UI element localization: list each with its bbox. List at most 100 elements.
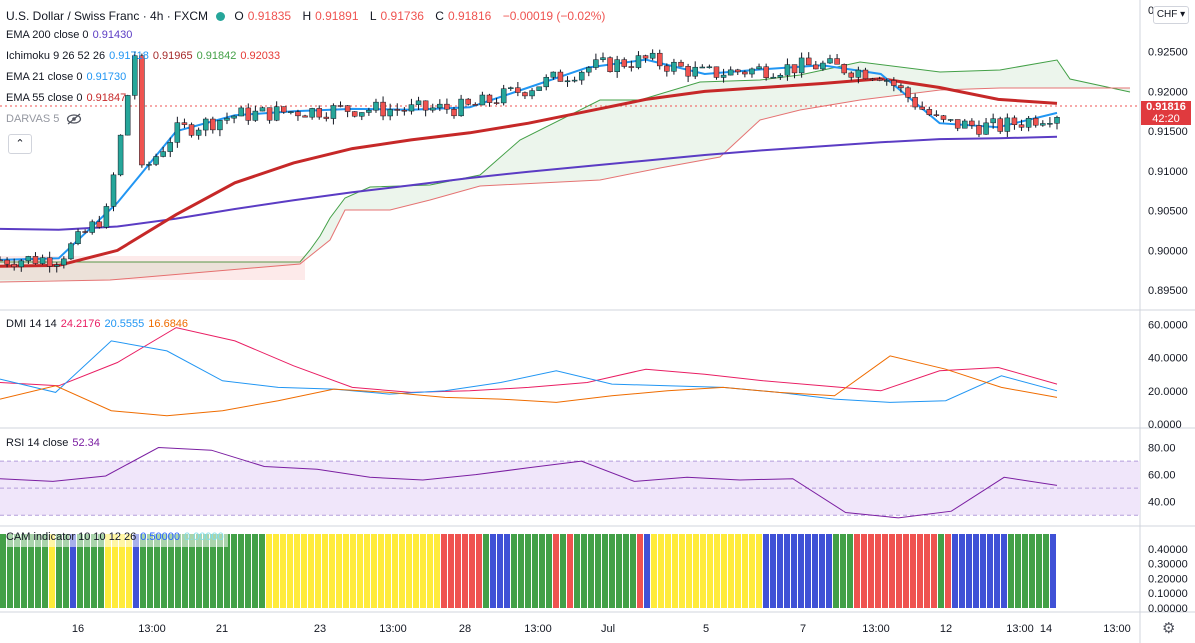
candle-up: [550, 71, 557, 78]
currency-selector[interactable]: CHF ▾: [1153, 6, 1189, 24]
cam-bar-yellow: [329, 534, 335, 608]
settings-gear-icon[interactable]: ⚙: [1162, 620, 1176, 637]
candle-up: [593, 59, 599, 68]
ichimoku-cloud: [0, 60, 1130, 282]
cam-bar-green: [847, 534, 853, 608]
price-axis-tick-label: 0.92500: [1148, 47, 1188, 59]
candle-down: [96, 221, 103, 228]
cam-bar-yellow: [336, 534, 342, 608]
candle-down: [1032, 117, 1039, 126]
collapse-legend-chevron-icon[interactable]: ⌃: [8, 134, 32, 154]
candle-down: [245, 107, 252, 121]
legend-darvas[interactable]: DARVAS 5: [6, 109, 82, 129]
candle-down: [139, 55, 145, 166]
legend-ema21[interactable]: EMA 21 close 0 0.91730: [6, 71, 127, 83]
candle-up: [110, 174, 117, 207]
time-axis-tick-label: 13:00: [524, 623, 552, 635]
cam-bar-yellow: [273, 534, 279, 608]
cam-bar-red: [903, 534, 909, 608]
cam-bar-blue: [959, 534, 965, 608]
cam-bar-yellow: [357, 534, 363, 608]
candle-down: [933, 114, 940, 116]
ichimoku-span-a-line: [0, 59, 1131, 263]
cam-bar-green: [182, 534, 188, 608]
candle-up: [273, 106, 280, 121]
candle-down: [713, 66, 720, 78]
candle-up: [983, 122, 989, 135]
price-axis-tick-label: 0.92000: [1148, 86, 1188, 98]
candle-down: [210, 118, 216, 131]
cam-bar-red: [854, 534, 860, 608]
candle-down: [1018, 124, 1025, 128]
dmi-axis-tick-label: 0.0000: [1148, 419, 1182, 431]
hidden-eye-icon[interactable]: [66, 113, 82, 125]
candle-down: [813, 64, 819, 70]
cam-bar-green: [938, 534, 944, 608]
candle-up: [649, 52, 656, 59]
candle-down: [337, 105, 344, 107]
candle-down: [302, 115, 308, 118]
candle-up: [600, 57, 606, 60]
cam-bar-green: [224, 534, 230, 608]
cam-bar-blue: [791, 534, 797, 608]
candle-up: [174, 122, 181, 143]
dmi-line-minusdi: [0, 355, 1058, 417]
candle-up: [415, 100, 422, 105]
legend-rsi[interactable]: RSI 14 close 52.34: [6, 437, 100, 449]
candle-up: [54, 264, 60, 267]
cam-bar-green: [175, 534, 181, 608]
cam-bar-blue: [763, 534, 769, 608]
cam-bar-green: [623, 534, 629, 608]
cam-bar-yellow: [399, 534, 405, 608]
candle-up: [756, 66, 762, 70]
rsi-line: [0, 446, 1058, 519]
candle-down: [493, 102, 500, 104]
candle-down: [522, 92, 528, 97]
cam-bar-red: [910, 534, 916, 608]
legend-cam[interactable]: CAM indicator 10 10 12 26 0.50000 0.00000: [6, 527, 228, 547]
cam-bar-blue: [812, 534, 818, 608]
legend-dmi[interactable]: DMI 14 14 24.2176 20.5555 16.6846: [6, 318, 189, 330]
cam-bar-green: [189, 534, 195, 608]
ohlc-open: O 0.91835: [234, 9, 292, 23]
cam-bar-yellow: [672, 534, 678, 608]
cam-bar-yellow: [406, 534, 412, 608]
candle-down: [664, 65, 670, 72]
cam-bar-blue: [770, 534, 776, 608]
candle-up: [777, 74, 784, 78]
legend-ema200[interactable]: EMA 200 close 0 0.91430: [6, 29, 133, 41]
candle-down: [444, 103, 450, 110]
cam-bar-blue: [798, 534, 804, 608]
cam-bar-green: [161, 534, 167, 608]
cam-axis-tick-label: 0.00000: [1148, 603, 1188, 615]
cam-bar-green: [196, 534, 202, 608]
cam-bar-green: [217, 534, 223, 608]
cam-bar-yellow: [301, 534, 307, 608]
candle-up: [18, 260, 25, 268]
cam-bar-yellow: [119, 534, 125, 608]
candle-up: [536, 86, 542, 91]
candle-up: [366, 109, 372, 113]
candle-up: [124, 95, 131, 136]
cam-bar-green: [154, 534, 160, 608]
cam-bar-yellow: [742, 534, 748, 608]
symbol-title[interactable]: U.S. Dollar / Swiss Franc · 4h · FXCM: [6, 9, 209, 23]
legend-ichimoku[interactable]: Ichimoku 9 26 52 26 0.91718 0.91965 0.91842…: [6, 50, 281, 62]
cam-bar-red: [637, 534, 643, 608]
candle-up: [75, 231, 81, 244]
candle-down: [323, 116, 330, 119]
candle-up: [89, 221, 95, 233]
cam-bar-red: [553, 534, 559, 608]
candle-up: [883, 80, 890, 82]
cam-bar-red: [896, 534, 902, 608]
cam-bar-red: [868, 534, 874, 608]
cam-bar-green: [588, 534, 594, 608]
cam-bar-red: [882, 534, 888, 608]
legend-ema55[interactable]: EMA 55 close 0 0.91847: [6, 92, 127, 104]
candle-down: [841, 64, 847, 74]
cam-bar-green: [147, 534, 153, 608]
ohlc-high: H 0.91891: [302, 9, 359, 23]
candle-up: [202, 118, 209, 131]
cam-bar-green: [0, 534, 6, 608]
